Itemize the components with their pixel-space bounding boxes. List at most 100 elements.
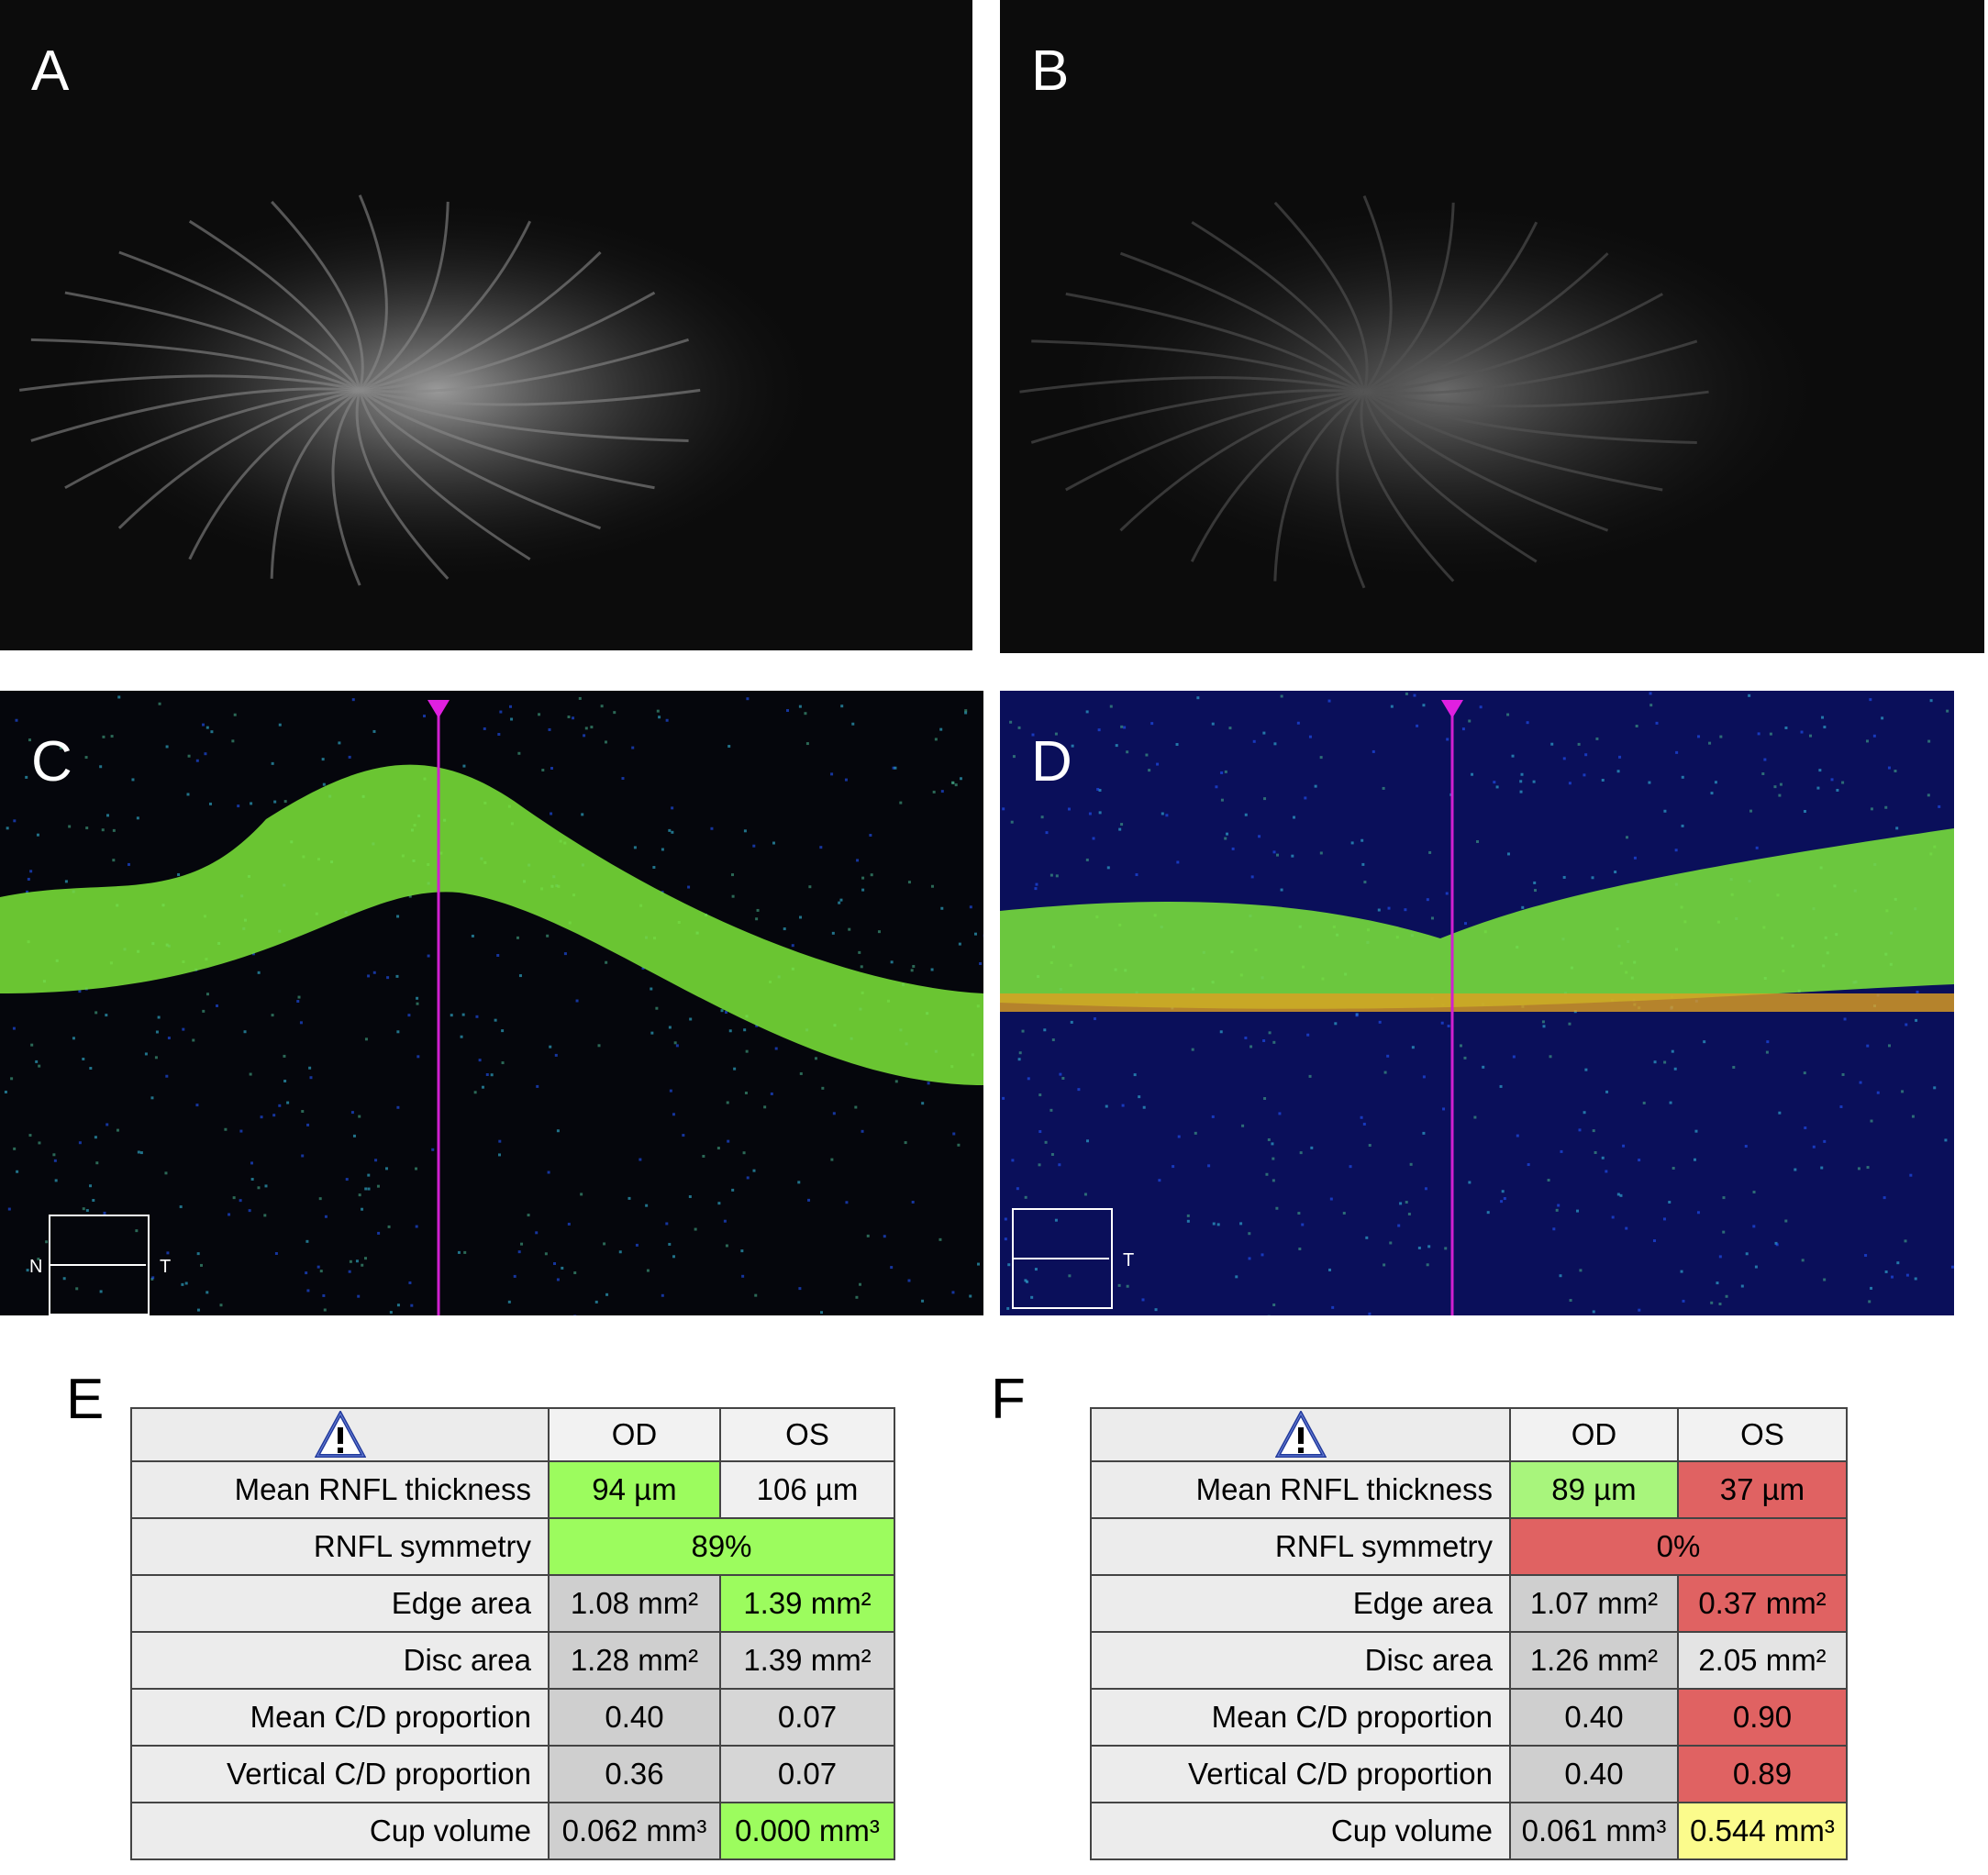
- speckle: [746, 1050, 749, 1053]
- speckle: [757, 909, 760, 912]
- speckle: [166, 1251, 169, 1254]
- value-cell: 0.000 mm³: [721, 1803, 895, 1860]
- speckle: [83, 1207, 85, 1210]
- speckle: [1711, 792, 1714, 794]
- speckle: [1726, 1295, 1728, 1298]
- speckle: [830, 772, 833, 775]
- speckle: [820, 1311, 823, 1314]
- speckle: [731, 873, 734, 876]
- speckle: [1405, 693, 1408, 695]
- speckle: [830, 1159, 833, 1161]
- speckle: [1663, 1217, 1666, 1220]
- speckle: [1584, 753, 1587, 756]
- speckle: [82, 1058, 84, 1060]
- speckle: [519, 974, 522, 977]
- speckle: [1145, 754, 1148, 757]
- speckle: [772, 842, 775, 845]
- speckle: [1291, 855, 1294, 858]
- speckle: [1614, 871, 1616, 873]
- speckle: [741, 1275, 744, 1278]
- speckle: [197, 1252, 200, 1255]
- speckle: [1176, 860, 1179, 863]
- speckle: [323, 783, 326, 786]
- speckle: [306, 1289, 309, 1292]
- speckle: [1648, 782, 1650, 784]
- speckle: [177, 873, 180, 876]
- value-cell: 0.40: [1511, 1747, 1679, 1803]
- speckle: [1703, 1040, 1705, 1043]
- speckle: [833, 1112, 836, 1115]
- speckle: [1873, 735, 1876, 738]
- speckle: [416, 1055, 419, 1058]
- speckle: [509, 705, 512, 708]
- speckle: [1506, 714, 1509, 716]
- speckle: [1176, 743, 1179, 746]
- speckle: [1578, 1128, 1581, 1131]
- speckle: [151, 1276, 154, 1279]
- speckle: [1442, 1107, 1445, 1110]
- speckle: [878, 930, 881, 933]
- speckle: [955, 783, 958, 786]
- speckle: [1513, 1055, 1516, 1058]
- speckle: [13, 1027, 16, 1030]
- speckle: [894, 767, 896, 770]
- speckle: [1766, 1051, 1769, 1054]
- speckle: [694, 1228, 697, 1231]
- speckle: [1464, 922, 1467, 925]
- speckle: [613, 711, 616, 714]
- value-cell: 0.07: [721, 1690, 895, 1747]
- speckle: [858, 951, 861, 954]
- speckle: [1883, 1196, 1886, 1199]
- speckle: [197, 1309, 200, 1312]
- speckle: [1881, 716, 1883, 719]
- row-label: Vertical C/D proportion: [132, 1747, 550, 1803]
- speckle: [786, 709, 789, 712]
- speckle: [1460, 1044, 1462, 1047]
- value-cell: 0.89: [1679, 1747, 1848, 1803]
- speckle: [1298, 1248, 1301, 1250]
- speckle: [1839, 1105, 1842, 1108]
- speckle: [1841, 782, 1844, 784]
- speckle: [605, 1293, 608, 1296]
- speckle: [548, 1171, 550, 1174]
- speckle: [5, 1091, 7, 1093]
- row-label: Mean C/D proportion: [132, 1690, 550, 1747]
- speckle: [1533, 781, 1536, 783]
- speckle: [496, 954, 499, 957]
- speckle: [1035, 1268, 1038, 1270]
- speckle: [808, 885, 811, 888]
- speckle: [595, 1301, 598, 1304]
- speckle: [645, 1204, 648, 1207]
- speckle: [1383, 787, 1385, 790]
- speckle: [279, 724, 282, 727]
- speckle: [1560, 1150, 1562, 1153]
- speckle: [553, 1262, 556, 1265]
- speckle: [1813, 1146, 1816, 1148]
- value-cell: 37 µm: [1679, 1462, 1848, 1519]
- speckle: [1427, 1263, 1429, 1266]
- speckle: [1933, 1086, 1936, 1089]
- speckle: [580, 1193, 583, 1195]
- speckle: [491, 1073, 494, 1076]
- speckle: [1557, 1204, 1560, 1207]
- speckle: [1016, 1187, 1019, 1190]
- speckle: [754, 1294, 757, 1297]
- speckle: [396, 915, 399, 917]
- speckle: [166, 745, 169, 748]
- speckle: [970, 905, 972, 908]
- speckle: [1594, 1151, 1597, 1154]
- speckle: [670, 1090, 672, 1093]
- speckle: [799, 705, 802, 708]
- speckle: [1552, 1227, 1555, 1230]
- speckle: [497, 733, 500, 736]
- speckle: [367, 1174, 370, 1177]
- speckle: [38, 1065, 40, 1068]
- speckle: [361, 1208, 363, 1211]
- speckle: [1877, 1092, 1880, 1094]
- speckle: [1831, 778, 1834, 781]
- speckle: [1927, 793, 1930, 796]
- speckle: [13, 819, 16, 822]
- speckle: [416, 1003, 419, 1005]
- speckle: [377, 1185, 380, 1188]
- speckle: [1150, 722, 1153, 725]
